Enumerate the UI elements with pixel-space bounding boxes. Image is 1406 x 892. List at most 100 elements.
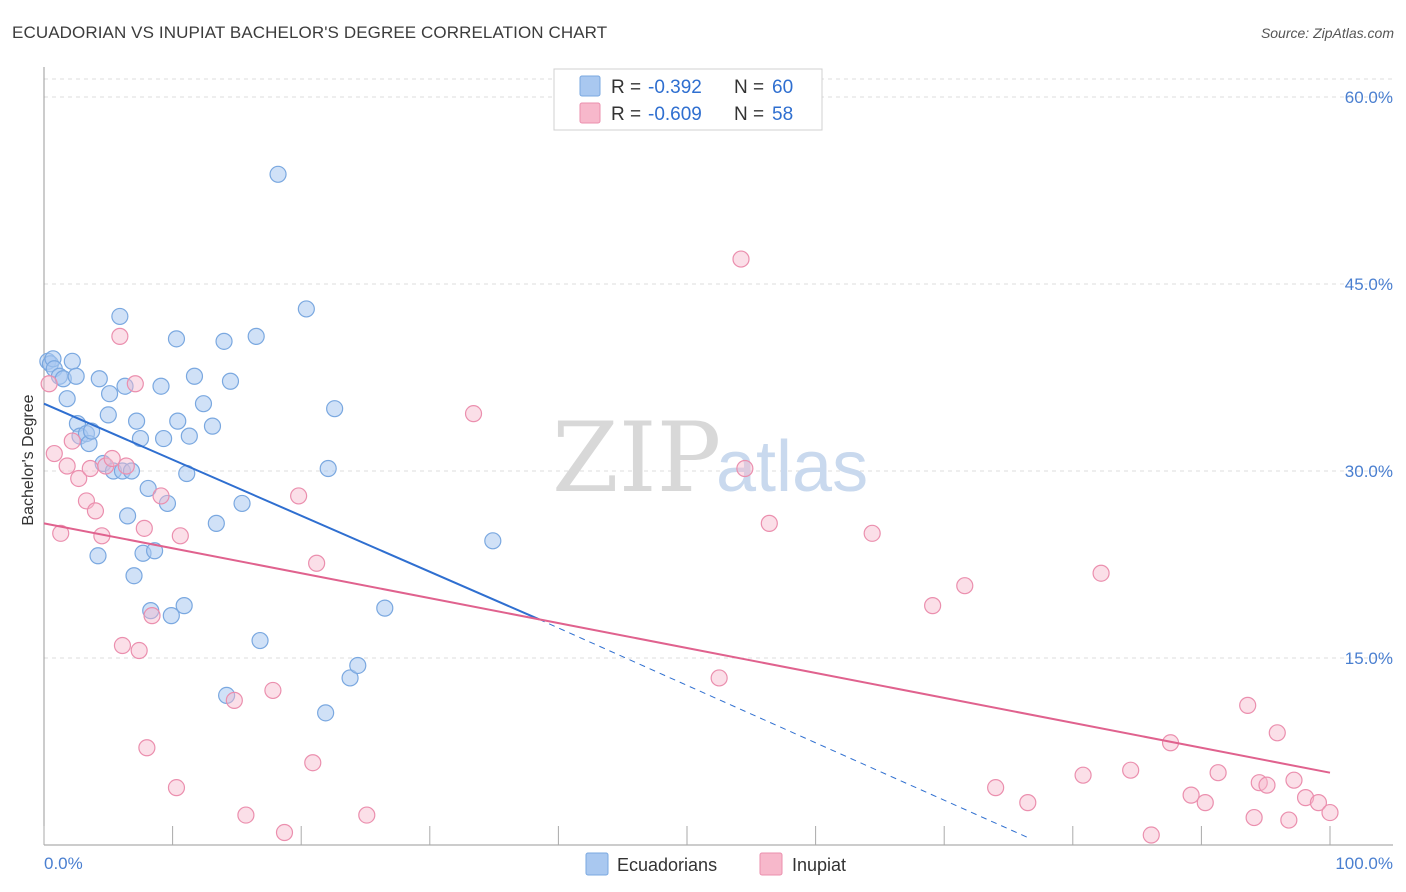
legend-r-value-ecuadorian: -0.392 [648,77,702,98]
inupiat-point-20 [152,487,170,505]
inupiat-point-27 [290,487,308,505]
inupiat-points [40,250,1339,844]
ecuadorian-point-29 [139,479,157,498]
ecuadorian-point-7 [63,352,81,370]
ecuadorian-point-18 [100,385,119,403]
legend-n-value-inupiat: 58 [772,104,793,125]
ecuadorian-point-15 [90,370,108,388]
inupiat-point-41 [1074,766,1092,784]
y-tick-label-3: 60.0% [1345,88,1393,107]
legend-n-label-ecuadorian: N = [734,77,764,98]
bottom-legend-swatch-inupiat [759,852,783,876]
inupiat-point-31 [464,405,483,423]
y-tick-label-2: 45.0% [1345,275,1393,294]
inupiat-point-19 [143,607,161,625]
inupiat-point-34 [736,459,754,478]
ecuadorian-point-22 [116,377,134,395]
bottom-legend-label-inupiat: Inupiat [792,855,846,875]
legend-r-value-inupiat: -0.609 [648,104,702,125]
ecuadorian-point-24 [122,462,141,480]
inupiat-point-49 [1239,696,1257,714]
ecuadorian-point-38 [175,597,193,615]
inupiat-point-30 [358,806,376,824]
inupiat-point-5 [70,469,88,488]
inupiat-point-1 [45,444,63,463]
ecuadorian-point-45 [215,332,233,350]
legend-swatch-ecuadorian [579,75,601,97]
inupiat-point-3 [58,457,76,475]
inupiat-point-15 [126,375,144,393]
ecuadorian-point-23 [118,507,137,525]
inupiat-point-47 [1196,794,1214,812]
grid-lines [44,78,1393,659]
inupiat-point-17 [135,519,153,537]
series-legend: Ecuadorians Inupiat [585,852,846,876]
ecuadorian-point-48 [233,494,251,513]
inupiat-point-44 [1142,826,1160,844]
ecuadorian-point-56 [341,669,359,687]
legend-n-label-inupiat: N = [734,104,764,125]
inupiat-point-23 [225,691,243,709]
ecuadorian-point-14 [89,547,107,565]
ecuadorian-point-50 [251,631,269,650]
ecuadorian-trend-line [43,402,540,621]
inupiat-point-57 [1309,794,1328,812]
inupiat-point-40 [1019,794,1037,812]
inupiat-point-25 [264,681,282,700]
ecuadorian-point-42 [194,395,213,413]
ecuadorian-point-20 [111,307,129,326]
ecuadorian-point-55 [319,459,337,478]
watermark-atlas: atlas [716,427,868,507]
inupiat-point-37 [924,597,942,615]
inupiat-point-8 [86,502,105,520]
y-tick-labels: 15.0% 30.0% 45.0% 60.0% [1345,88,1393,668]
inupiat-point-46 [1182,786,1200,804]
inupiat-point-52 [1258,776,1276,794]
inupiat-point-54 [1280,811,1298,829]
inupiat-point-16 [130,641,148,660]
inupiat-point-24 [237,806,255,824]
y-axis-title: Bachelor's Degree [20,394,37,525]
ecuadorian-points [39,165,502,722]
ecuadorian-point-46 [221,372,240,390]
ecuadorian-point-26 [127,412,146,430]
ecuadorian-point-51 [269,165,287,183]
inupiat-point-12 [111,327,129,345]
inupiat-point-11 [103,449,121,468]
inupiat-point-50 [1245,808,1263,827]
x-tick-label-min: 0.0% [44,854,83,873]
ecuadorian-point-43 [203,417,222,435]
ecuadorian-point-54 [326,400,344,418]
ecuadorian-point-59 [484,532,502,550]
inupiat-point-28 [304,754,322,772]
legend-r-label-ecuadorian: R = [611,77,641,98]
inupiat-point-22 [171,527,189,545]
inupiat-point-36 [863,524,881,542]
inupiat-point-33 [732,250,750,268]
ecuadorian-point-52 [297,300,315,318]
y-tick-label-1: 30.0% [1345,462,1393,481]
trend-lines [43,402,1331,838]
ecuadorian-point-13 [82,422,101,440]
inupiat-point-32 [710,669,728,687]
legend-r-label-inupiat: R = [611,104,641,125]
inupiat-point-48 [1209,764,1227,782]
inupiat-point-39 [987,779,1005,797]
bottom-legend-swatch-ecuadorians [585,852,609,876]
inupiat-point-53 [1268,724,1286,742]
ecuadorian-point-57 [349,656,367,675]
watermark: ZIP atlas [552,402,868,514]
ecuadorian-point-44 [207,514,225,532]
inupiat-point-42 [1092,564,1110,582]
inupiat-point-58 [1321,803,1339,822]
chart-title: ECUADORIAN VS INUPIAT BACHELOR'S DEGREE … [12,23,608,42]
legend-n-value-ecuadorian: 60 [772,77,793,98]
inupiat-point-13 [113,636,132,655]
ecuadorian-point-17 [99,406,117,424]
inupiat-trend-line [43,522,1331,774]
watermark-zip: ZIP [552,402,721,514]
ecuadorian-point-53 [317,704,335,722]
legend-swatch-inupiat [579,102,601,124]
inupiat-point-35 [760,514,778,532]
